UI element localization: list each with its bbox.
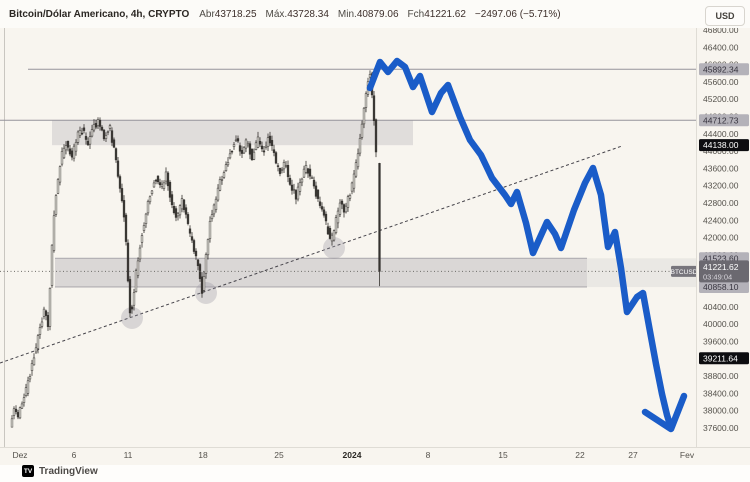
- time-tick-label: 6: [72, 450, 77, 460]
- price-tick-label: 39600.00: [703, 336, 739, 346]
- ohlc-close: Fch41221.62: [407, 8, 466, 20]
- time-tick-label: 25: [274, 450, 284, 460]
- time-tick-label: 8: [426, 450, 431, 460]
- chart-background: [0, 28, 750, 465]
- candlestick-series: [10, 70, 381, 428]
- price-tick-label: 44400.00: [703, 129, 739, 139]
- tradingview-logo-text: TradingView: [39, 465, 98, 477]
- price-level-tag-text: 40858.10: [703, 282, 739, 292]
- price-tick-label: 42000.00: [703, 233, 739, 243]
- last-price-tag: [699, 260, 749, 283]
- price-tick-label: 38400.00: [703, 388, 739, 398]
- price-change: −2497.06 (−5.71%): [474, 8, 561, 20]
- price-tick-label: 40400.00: [703, 302, 739, 312]
- price-level-tag-text: 44138.00: [703, 140, 739, 150]
- projection-arrowhead: [641, 392, 688, 433]
- projection-arrow-path[interactable]: [366, 57, 675, 432]
- symbol-price-tag: [671, 265, 697, 277]
- projection-arrow[interactable]: [366, 57, 688, 433]
- bar-countdown: 03:49:04: [703, 272, 732, 281]
- time-tick-label: 11: [124, 450, 133, 460]
- price-level-tag: [699, 114, 749, 127]
- time-axis[interactable]: Dez 6 11 18 25 2024 8 15 22 27 Fev: [12, 450, 694, 460]
- price-tick-label: 46400.00: [703, 42, 739, 52]
- price-tick-label: 46800.00: [703, 25, 739, 35]
- price-tick-label: 42400.00: [703, 215, 739, 225]
- time-tick-label: 18: [198, 450, 208, 460]
- time-tick-label: 15: [498, 450, 508, 460]
- time-tick-label: Dez: [12, 450, 27, 460]
- tradingview-attribution[interactable]: TV TradingView: [22, 463, 98, 479]
- price-tick-label: 40000.00: [703, 319, 739, 329]
- time-tick-label: 27: [628, 450, 638, 460]
- price-level-tag-text: 39211.64: [703, 353, 738, 363]
- price-tick-label: 37600.00: [703, 423, 739, 433]
- price-tick-label: 42800.00: [703, 198, 739, 208]
- price-tick-label: 43600.00: [703, 163, 739, 173]
- price-tick-label: 45600.00: [703, 77, 739, 87]
- price-level-tag: [699, 139, 749, 152]
- price-tick-label: 43200.00: [703, 181, 739, 191]
- price-level-tag-text: 44712.73: [703, 115, 739, 125]
- ohlc-high: Máx.43728.34: [265, 8, 329, 20]
- ohlc-open: Abr43718.25: [199, 8, 257, 20]
- last-price-value: 41221.62: [703, 262, 739, 272]
- ohlc-low: Min.40879.06: [337, 8, 399, 20]
- price-level-tag: [699, 352, 749, 365]
- price-level-tag: [699, 63, 749, 76]
- swing-low-circle[interactable]: [323, 237, 345, 259]
- price-level-tag-text: 41523.60: [703, 253, 739, 263]
- price-level-tag-text: 45892.34: [703, 64, 739, 74]
- footer-strip: [0, 465, 750, 482]
- price-axis[interactable]: 46800.0046400.0046000.0045600.0045200.00…: [699, 25, 749, 433]
- symbol-price-tag-text: BTCUSD: [671, 269, 698, 276]
- price-level-tag: [699, 281, 749, 294]
- swing-low-circle[interactable]: [121, 307, 143, 329]
- time-tick-label: 2024: [343, 450, 362, 460]
- time-tick-label: 22: [575, 450, 585, 460]
- demand-zone[interactable]: [55, 258, 587, 288]
- swing-low-circle[interactable]: [195, 282, 217, 304]
- price-tick-label: 38800.00: [703, 371, 739, 381]
- chart-header: Bitcoin/Dólar Americano, 4h, CRYPTO Abr4…: [0, 0, 750, 28]
- price-tick-label: 45200.00: [703, 94, 739, 104]
- time-tick-label: Fev: [680, 450, 695, 460]
- price-tick-label: 38000.00: [703, 406, 739, 416]
- tradingview-logo-icon: TV: [22, 465, 34, 477]
- symbol-title[interactable]: Bitcoin/Dólar Americano, 4h, CRYPTO: [9, 8, 190, 20]
- currency-usd-button[interactable]: USD: [705, 6, 745, 26]
